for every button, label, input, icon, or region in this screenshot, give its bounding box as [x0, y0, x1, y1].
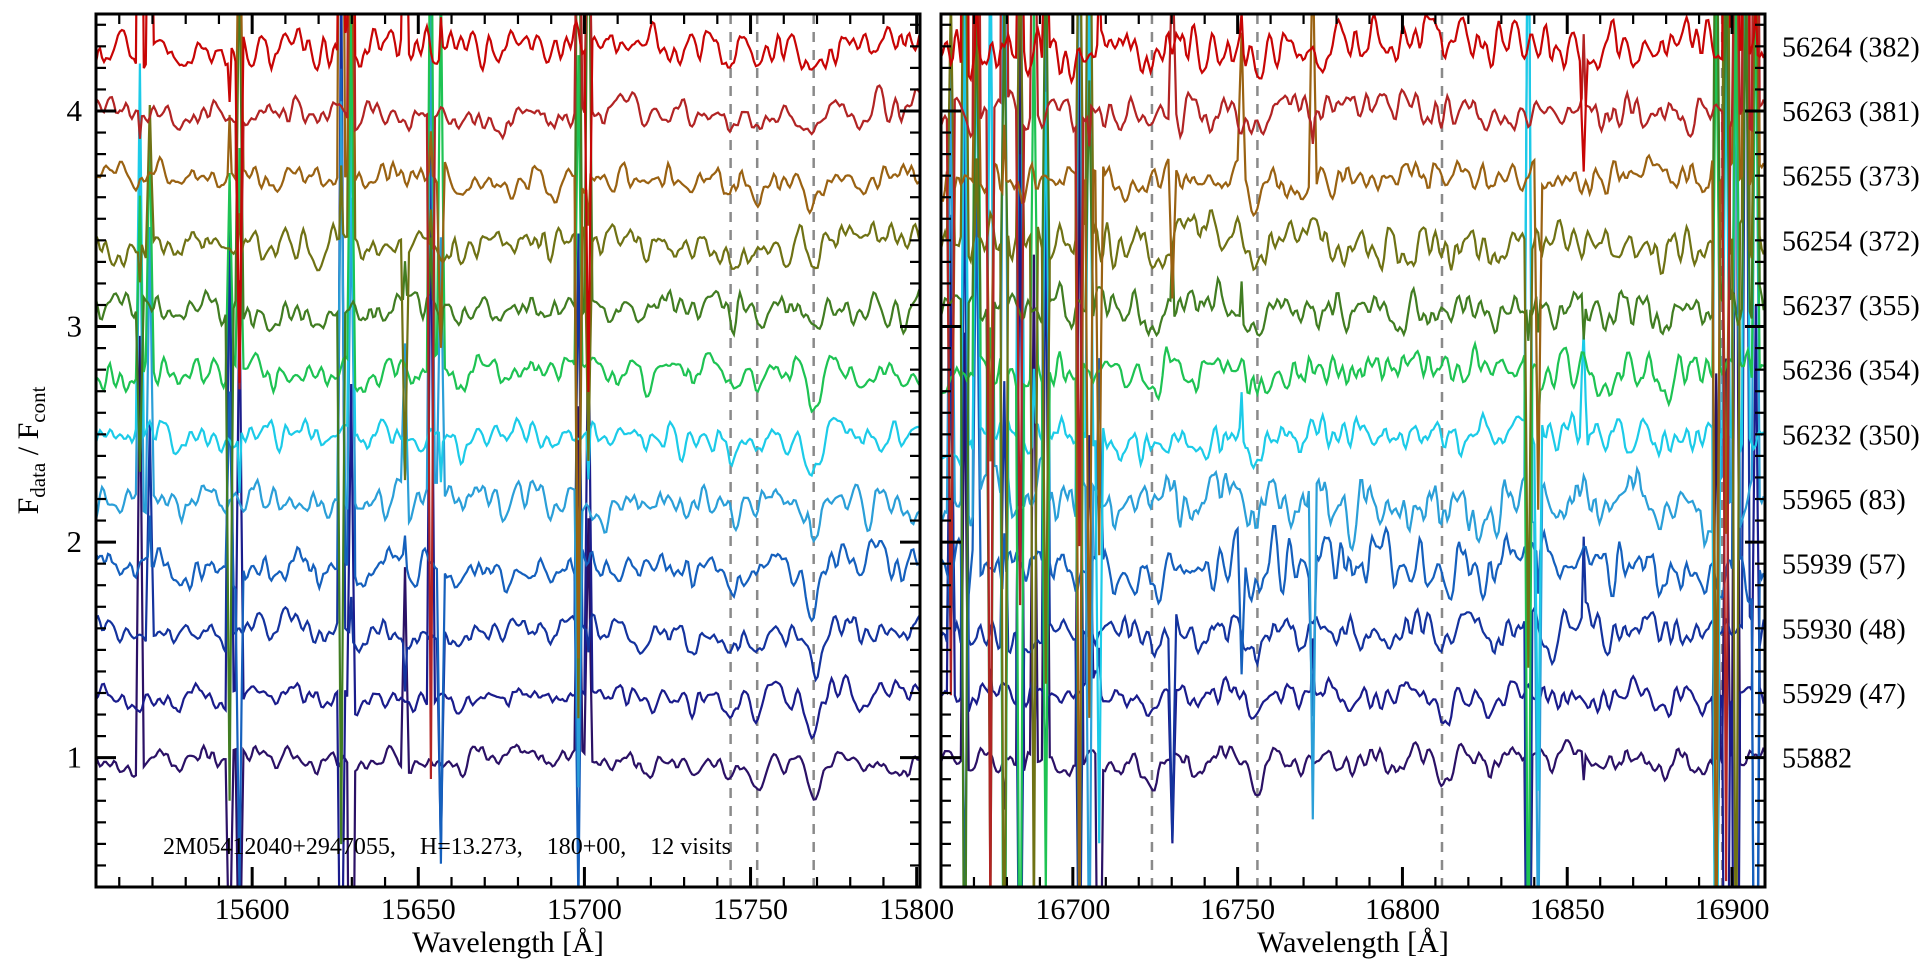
spectrum-line-56254: [941, 14, 1765, 887]
x-tick-label: 16800: [1365, 893, 1440, 926]
x-tick-label: 15600: [215, 893, 290, 926]
axes-and-ticks: [94, 12, 1767, 889]
x-axis-title-left: Wavelength [Å]: [412, 926, 604, 959]
series-label-56263: 56263 (381): [1782, 97, 1920, 128]
spectrum-line-55882: [96, 335, 920, 887]
x-tick-label: 15800: [879, 893, 954, 926]
y-axis-title-part: F: [12, 498, 45, 515]
series-label-55930: 55930 (48): [1782, 614, 1906, 645]
spectrum-line-55939: [96, 14, 920, 887]
spectrum-line-55930: [96, 14, 920, 850]
y-axis-title-part: / F: [12, 423, 45, 463]
y-tick-label: 3: [67, 309, 83, 344]
right-panel-spectra: [941, 14, 1765, 887]
y-tick-label: 4: [67, 93, 83, 128]
series-label-56264: 56264 (382): [1782, 32, 1920, 63]
spectrum-line-55965: [941, 14, 1765, 887]
spectrum-line-56264: [96, 14, 920, 393]
x-tick-label: 16900: [1695, 893, 1770, 926]
spectrum-line-56264: [941, 14, 1765, 172]
spectrum-line-56255: [941, 14, 1765, 887]
left-panel-spectra: [96, 14, 920, 887]
left-panel-frame: [94, 12, 922, 889]
spectrum-line-56232: [96, 63, 920, 494]
spectrum-line-56254: [96, 14, 920, 719]
x-tick-label: 16750: [1200, 893, 1275, 926]
series-label-56232: 56232 (350): [1782, 420, 1920, 451]
y-axis-title-subscript: data: [26, 462, 50, 498]
target-annotation: 2M05412040+2947055, H=13.273, 180+00, 12…: [163, 834, 731, 860]
spectrum-line-55965: [96, 14, 920, 788]
spectrum-line-55929: [96, 140, 920, 887]
spectrum-line-56263: [96, 14, 920, 780]
series-label-55882: 55882: [1782, 744, 1852, 775]
x-axis-title-right: Wavelength [Å]: [1257, 926, 1449, 959]
spectrum-line-55930: [941, 14, 1765, 887]
series-label-55965: 55965 (83): [1782, 485, 1906, 516]
y-axis-title-subscript: cont: [26, 386, 50, 422]
spectrum-line-56236: [96, 14, 920, 414]
series-label-55929: 55929 (47): [1782, 679, 1906, 710]
series-label-56255: 56255 (373): [1782, 162, 1920, 193]
x-tick-label: 15650: [381, 893, 456, 926]
right-panel-frame: [939, 12, 1767, 889]
x-tick-label: 16700: [1035, 893, 1110, 926]
tick-labels: 15600 15650 15700 15750 15800 16700 16750 16800…: [67, 93, 1770, 926]
spectrum-line-56237: [96, 14, 920, 845]
x-tick-label: 16850: [1530, 893, 1605, 926]
spectrum-line-56255: [96, 14, 920, 659]
series-labels: 56264 (382) 56263 (381) 56255 (373) 56254 (…: [1782, 32, 1920, 774]
x-tick-label: 15700: [547, 893, 622, 926]
y-tick-label: 1: [67, 740, 83, 775]
series-label-56236: 56236 (354): [1782, 356, 1920, 387]
y-tick-label: 2: [67, 524, 83, 559]
spectra-lines: [96, 14, 1765, 887]
x-tick-label: 15750: [713, 893, 788, 926]
series-label-55939: 55939 (57): [1782, 550, 1906, 581]
series-label-56237: 56237 (355): [1782, 291, 1920, 322]
spectrum-line-56263: [941, 14, 1765, 887]
y-axis-title: Fdata / Fcont: [12, 386, 50, 514]
series-label-56254: 56254 (372): [1782, 226, 1920, 257]
